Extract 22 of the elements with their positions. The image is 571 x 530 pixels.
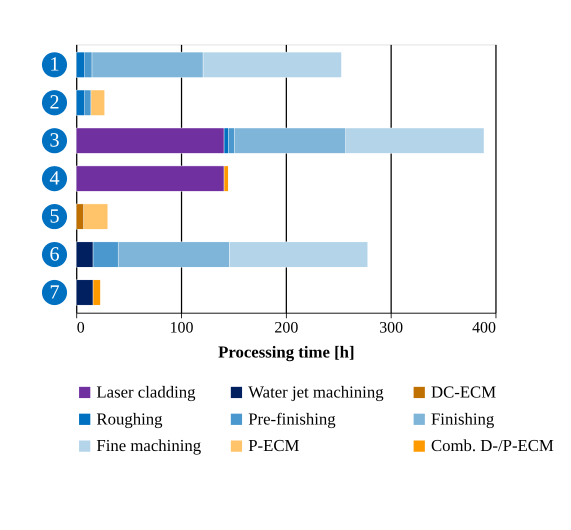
y-tick-label: 7 xyxy=(49,281,60,304)
x-tick-label: 200 xyxy=(274,320,298,337)
legend-label: P-ECM xyxy=(248,436,300,456)
legend-label: Roughing xyxy=(96,409,164,428)
x-tick-label: 0 xyxy=(76,320,85,337)
x-axis-title: Processing time [h] xyxy=(218,342,355,362)
legend-label: Comb. D-/P-ECM xyxy=(430,436,554,456)
y-tick-label: 3 xyxy=(49,130,60,152)
x-tick-label: 400 xyxy=(472,320,496,337)
legend-label: Water jet machining xyxy=(248,382,384,402)
y-tick-label: 5 xyxy=(49,205,60,228)
x-tick-label: 100 xyxy=(170,320,194,337)
legend-label: DC-ECM xyxy=(430,382,496,402)
legend-label: Fine machining xyxy=(96,436,202,456)
y-tick-label: 4 xyxy=(49,168,60,190)
legend-label: Laser cladding xyxy=(96,382,196,402)
y-tick-label: 6 xyxy=(49,243,60,266)
legend-label: Finishing xyxy=(430,409,495,428)
y-tick-label: 2 xyxy=(49,92,60,114)
legend-label: Pre-finishing xyxy=(248,409,336,428)
y-tick-label: 1 xyxy=(49,54,60,76)
x-tick-label: 300 xyxy=(379,320,404,337)
